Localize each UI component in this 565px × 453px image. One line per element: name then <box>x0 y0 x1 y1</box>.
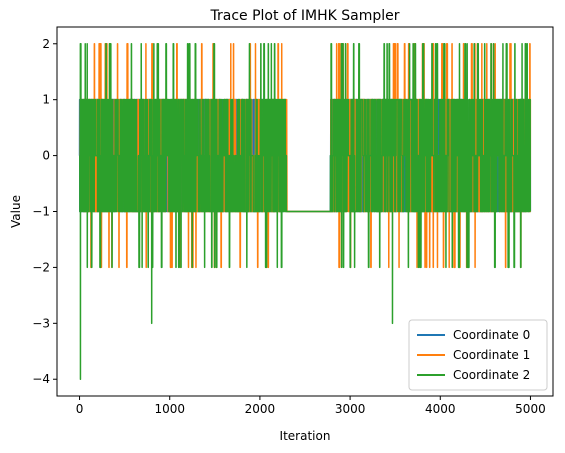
y-tick-label: −3 <box>32 316 50 330</box>
legend-box <box>408 319 548 391</box>
series-line-coordinate-2 <box>78 43 532 380</box>
y-tick-label: −1 <box>32 205 50 219</box>
legend-entry: Coordinate 1 <box>453 348 530 362</box>
y-tick-label: 2 <box>42 37 50 51</box>
x-tick-label: 5000 <box>515 402 546 416</box>
y-axis: −4 −3 −2 −1 0 1 2 <box>32 37 57 386</box>
y-tick-label: 1 <box>42 93 50 107</box>
legend-entry: Coordinate 0 <box>453 328 530 342</box>
x-tick-label: 4000 <box>425 402 456 416</box>
legend: Coordinate 0 Coordinate 1 Coordinate 2 <box>408 319 548 391</box>
x-axis: 0 1000 2000 3000 4000 5000 <box>76 396 546 416</box>
x-tick-label: 1000 <box>154 402 185 416</box>
x-tick-label: 2000 <box>245 402 276 416</box>
x-tick-label: 0 <box>76 402 84 416</box>
chart-title: Trace Plot of IMHK Sampler <box>210 8 400 24</box>
series-layer <box>78 43 532 380</box>
legend-entry: Coordinate 2 <box>453 368 530 382</box>
y-tick-label: −4 <box>32 372 50 386</box>
x-axis-label: Iteration <box>280 429 331 443</box>
y-axis-label: Value <box>9 195 23 228</box>
y-tick-label: 0 <box>42 149 50 163</box>
y-tick-label: −2 <box>32 260 50 274</box>
x-tick-label: 3000 <box>335 402 366 416</box>
